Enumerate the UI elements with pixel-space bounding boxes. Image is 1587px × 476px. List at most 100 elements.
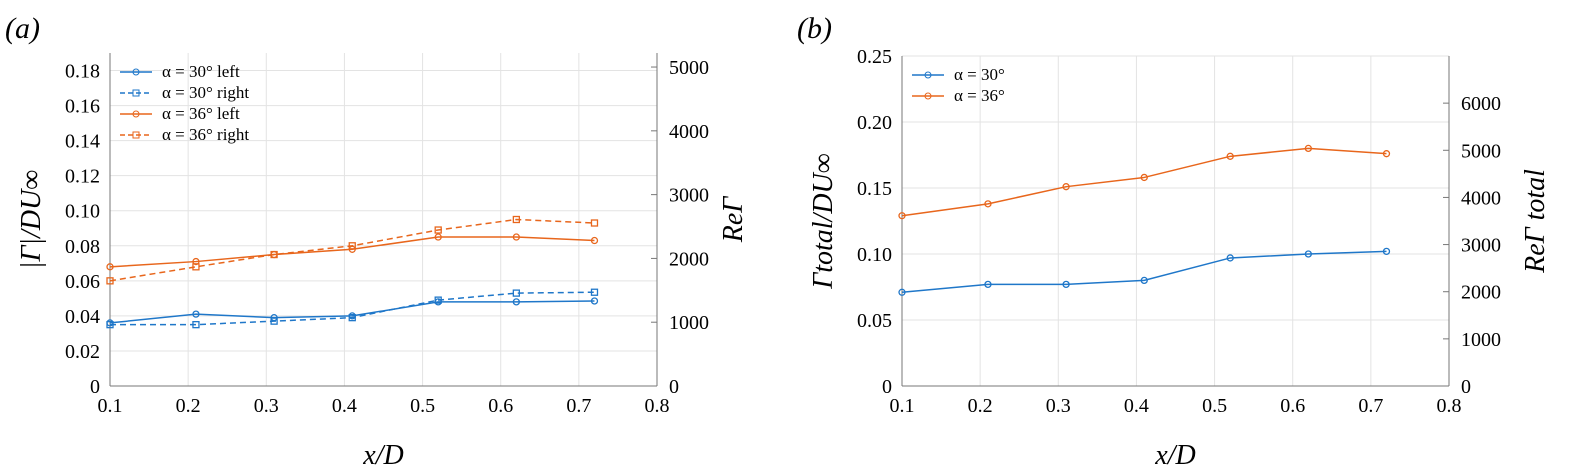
y-right-tick-label: 5000 (669, 57, 709, 79)
legend-marker (132, 131, 140, 139)
x-tick-label: 0.1 (98, 395, 123, 417)
y-tick-label: 0.16 (65, 96, 100, 118)
data-point (898, 212, 906, 220)
data-point (1062, 183, 1070, 191)
data-point (1062, 280, 1070, 289)
y-tick-label: 0.20 (857, 112, 892, 134)
panel-a: 0.1 0.2 0.3 0.4 0.5 0.6 0.7 0.800.020.040.060.0… (5, 12, 749, 471)
series-line (109, 218, 595, 282)
y-right-tick-label: 1000 (669, 312, 709, 334)
x-axis-label: x/D (362, 440, 403, 471)
y-axis-label: |Γ|/DU∞ (16, 170, 47, 270)
legend-entry: α = 36° right (162, 125, 249, 144)
y-right-axis-label: ReΓ total (1520, 169, 1551, 274)
y-right-tick-label: 2000 (669, 248, 709, 270)
y-tick-label: 0.04 (65, 306, 100, 328)
series-line (109, 300, 595, 324)
data-point (512, 289, 520, 297)
x-tick-label: 0.8 (1437, 395, 1462, 417)
data-point (348, 313, 356, 322)
legend-marker (132, 68, 140, 76)
legend-entry: α = 30° right (162, 83, 249, 102)
data-point (1140, 173, 1148, 182)
data-point (1304, 250, 1312, 258)
legend-entry: α = 30° (954, 65, 1005, 84)
series-line (901, 250, 1387, 294)
data-point (590, 219, 599, 227)
series-line (901, 147, 1387, 217)
y-right-tick-label: 4000 (669, 121, 709, 143)
data-point (192, 321, 200, 329)
x-tick-label: 0.5 (1202, 395, 1227, 417)
x-axis-label: x/D (1154, 440, 1195, 471)
y-right-tick-label: 0 (669, 376, 679, 398)
data-point (898, 288, 906, 296)
data-point (512, 233, 520, 241)
x-tick-label: 0.2 (968, 395, 993, 417)
data-point (270, 250, 278, 259)
data-point (1140, 276, 1148, 285)
legend-entry: α = 36° left (162, 104, 240, 123)
y-right-tick-label: 1000 (1461, 329, 1501, 351)
data-point (590, 236, 599, 245)
y-right-tick-label: 5000 (1461, 140, 1501, 162)
data-point (434, 226, 442, 234)
data-point (106, 277, 114, 285)
y-right-tick-label: 6000 (1461, 93, 1501, 115)
y-tick-label: 0 (90, 376, 100, 398)
x-tick-label: 0.8 (645, 395, 670, 417)
data-point (348, 242, 356, 250)
legend-marker (132, 110, 140, 118)
x-tick-label: 0.6 (488, 395, 513, 417)
data-point (434, 296, 442, 304)
y-tick-label: 0.10 (65, 201, 100, 223)
data-point (984, 280, 992, 289)
data-point (1226, 152, 1234, 160)
data-point (512, 215, 520, 224)
data-point (1382, 247, 1391, 256)
x-tick-label: 0.1 (890, 395, 915, 417)
data-point (590, 288, 599, 296)
data-point (1226, 254, 1234, 262)
legend-marker (924, 92, 932, 100)
y-tick-label: 0.05 (857, 310, 892, 332)
legend-entry: α = 36° (954, 86, 1005, 105)
y-right-tick-label: 4000 (1461, 187, 1501, 209)
x-tick-label: 0.5 (410, 395, 435, 417)
x-tick-label: 0.4 (332, 395, 357, 417)
y-tick-label: 0.18 (65, 61, 100, 83)
data-point (106, 263, 114, 271)
y-right-tick-label: 2000 (1461, 282, 1501, 304)
y-tick-label: 0.06 (65, 271, 100, 293)
data-point (192, 263, 200, 271)
panel-b: 0.1 0.2 0.3 0.4 0.5 0.6 0.7 0.800.050.100.150.2… (797, 12, 1551, 471)
legend-marker (924, 71, 932, 79)
x-tick-label: 0.4 (1124, 395, 1149, 417)
x-tick-label: 0.7 (1358, 395, 1383, 417)
data-point (512, 298, 520, 306)
y-right-tick-label: 0 (1461, 376, 1471, 398)
y-right-tick-label: 3000 (1461, 235, 1501, 257)
y-tick-label: 0.02 (65, 341, 100, 363)
series-line (110, 291, 595, 326)
data-point (1382, 150, 1391, 158)
data-point (270, 317, 278, 325)
data-point (192, 310, 200, 318)
y-axis-label: Γtotal/DU∞ (808, 153, 839, 289)
x-tick-label: 0.3 (254, 395, 279, 417)
y-tick-label: 0.12 (65, 166, 100, 188)
x-tick-label: 0.6 (1280, 395, 1305, 417)
x-tick-label: 0.7 (566, 395, 591, 417)
data-point (192, 257, 200, 266)
data-point (1304, 144, 1312, 153)
legend-entry: α = 30° left (162, 62, 240, 81)
x-tick-label: 0.3 (1046, 395, 1071, 417)
y-tick-label: 0.08 (65, 236, 100, 258)
y-tick-label: 0.25 (857, 46, 892, 68)
data-point (984, 200, 992, 208)
data-point (590, 297, 599, 305)
data-point (106, 321, 114, 329)
x-tick-label: 0.2 (176, 395, 201, 417)
y-right-tick-label: 3000 (669, 185, 709, 207)
